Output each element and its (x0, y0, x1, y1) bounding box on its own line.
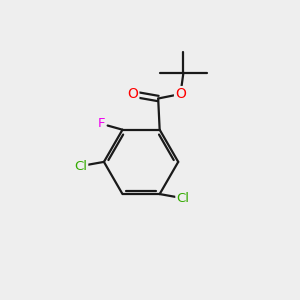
Text: Cl: Cl (74, 160, 87, 173)
Text: F: F (98, 117, 105, 130)
Text: Cl: Cl (176, 192, 189, 205)
Text: O: O (128, 87, 138, 101)
Text: O: O (175, 87, 186, 101)
